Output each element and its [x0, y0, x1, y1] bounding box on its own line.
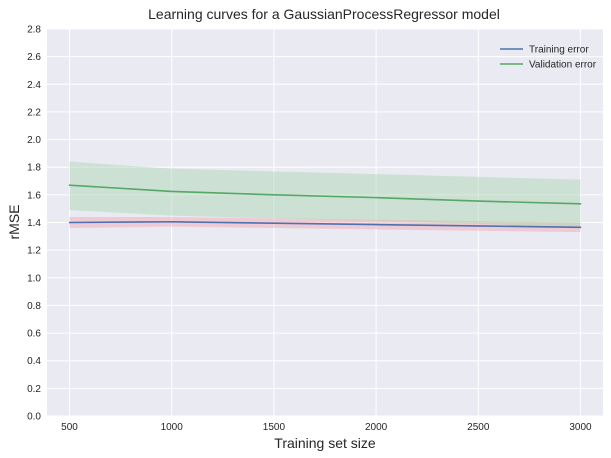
y-tick-label: 0.2 [27, 384, 41, 395]
legend-label: Training error [529, 45, 589, 56]
y-tick-label: 1.2 [27, 246, 41, 257]
point-series-0 [273, 222, 275, 224]
point-series-1 [477, 200, 480, 202]
point-series-0 [68, 221, 71, 224]
legend-label: Validation error [529, 60, 597, 71]
band-series-1 [69, 161, 581, 229]
point-series-1 [375, 196, 377, 199]
y-tick-label: 0.0 [27, 412, 41, 423]
point-series-1 [68, 184, 71, 186]
point-series-0 [375, 223, 377, 226]
y-tick-label: 1.4 [27, 218, 41, 229]
line-series-1 [69, 184, 581, 205]
y-tick-label: 0.4 [27, 356, 41, 367]
point-series-1 [579, 203, 582, 205]
point-series-0 [579, 226, 582, 229]
x-axis-ticks: 500 1000 1500 2000 2500 3000 [61, 422, 592, 433]
x-tick-label: 500 [61, 422, 78, 433]
y-tick-label: 2.8 [27, 25, 41, 36]
x-axis-label: Training set size [274, 435, 376, 451]
x-tick-label: 2000 [365, 422, 388, 433]
point-series-0 [170, 221, 173, 223]
y-axis-ticks: 0.0 0.2 0.4 0.6 0.8 1.0 1.2 1.4 1.6 1.8 2.0 2.2 2.4 2… [27, 25, 41, 423]
point-series-1 [273, 194, 275, 196]
chart-title: Learning curves for a GaussianProcessReg… [148, 6, 500, 22]
x-tick-label: 2500 [467, 422, 490, 433]
x-tick-label: 1000 [161, 422, 184, 433]
y-tick-label: 1.6 [27, 190, 41, 201]
x-tick-label: 1500 [263, 422, 286, 433]
legend: Training error Validation error [500, 45, 597, 71]
grid-lines [47, 28, 603, 417]
y-axis-label: rMSE [6, 205, 22, 240]
y-tick-label: 1.8 [27, 163, 41, 174]
y-tick-label: 2.6 [27, 52, 41, 63]
y-tick-label: 2.0 [27, 135, 41, 146]
series-lines [68, 184, 582, 229]
point-series-0 [477, 225, 480, 227]
y-tick-label: 1.0 [27, 273, 41, 284]
y-tick-label: 0.8 [27, 301, 41, 312]
y-tick-label: 2.2 [27, 107, 41, 118]
point-series-1 [170, 190, 173, 193]
y-tick-label: 2.4 [27, 80, 41, 91]
x-tick-label: 3000 [569, 422, 592, 433]
y-tick-label: 0.6 [27, 329, 41, 340]
line-series-0 [69, 221, 581, 229]
